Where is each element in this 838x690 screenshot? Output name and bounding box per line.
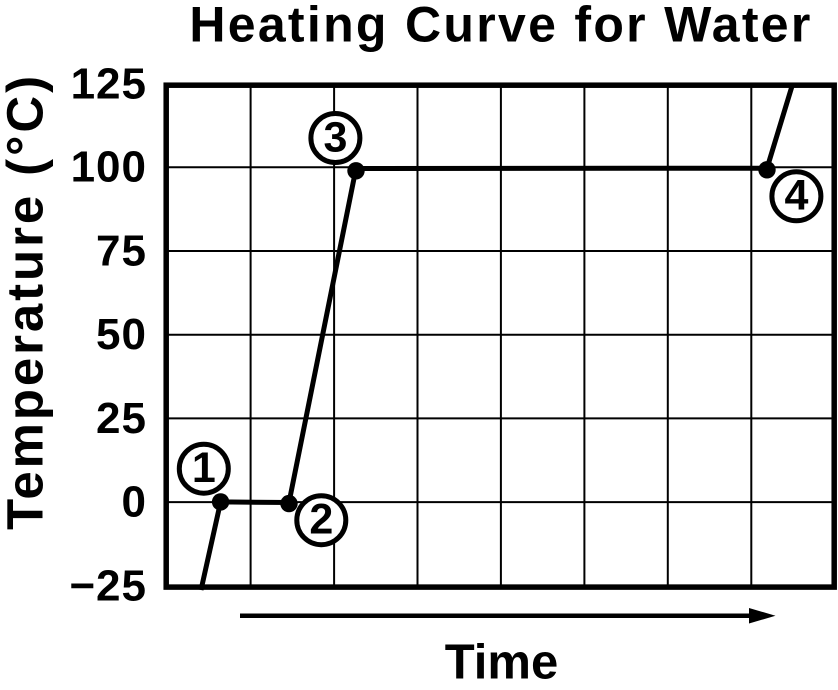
svg-text:−25: −25 xyxy=(69,561,147,610)
svg-text:50: 50 xyxy=(96,310,147,359)
svg-text:Temperature (°C): Temperature (°C) xyxy=(0,73,53,530)
svg-text:1: 1 xyxy=(192,444,216,492)
svg-text:2: 2 xyxy=(309,496,333,544)
svg-text:25: 25 xyxy=(96,394,147,443)
svg-text:0: 0 xyxy=(122,478,147,527)
svg-text:125: 125 xyxy=(71,59,147,108)
svg-text:Heating Curve for Water: Heating Curve for Water xyxy=(189,0,812,53)
svg-text:4: 4 xyxy=(784,172,808,220)
svg-text:3: 3 xyxy=(323,113,347,161)
svg-text:75: 75 xyxy=(96,227,147,276)
svg-text:100: 100 xyxy=(71,143,147,192)
svg-text:Time: Time xyxy=(445,636,558,690)
